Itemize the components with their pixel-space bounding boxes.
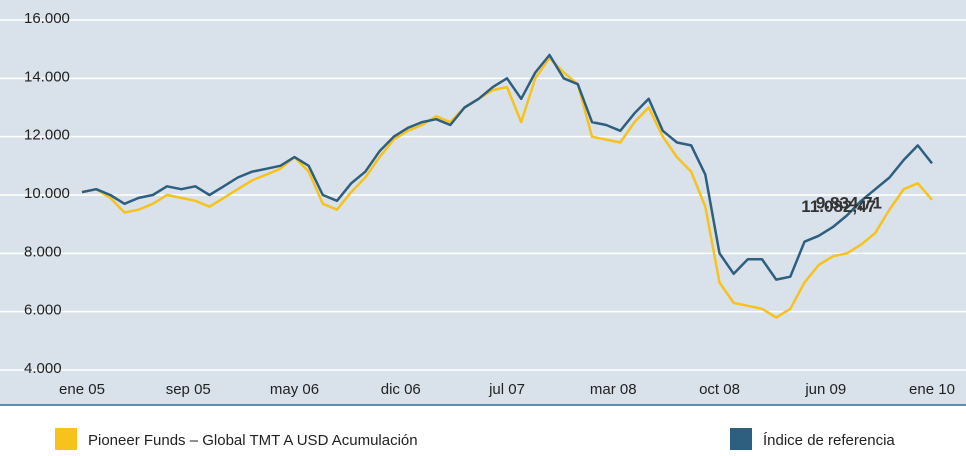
- x-tick-label: jun 09: [804, 381, 846, 398]
- value-label: 9.834,71: [816, 193, 882, 212]
- legend-label: Índice de referencia: [763, 432, 895, 449]
- y-tick-label: 14.000: [24, 68, 70, 85]
- value-label: 11.082,47: [801, 197, 876, 216]
- y-tick-label: 8.000: [24, 243, 62, 260]
- x-tick-label: dic 06: [381, 381, 421, 398]
- plot-background: [0, 0, 966, 405]
- x-tick-label: oct 08: [699, 381, 740, 398]
- legend-swatch: [730, 428, 752, 450]
- x-tick-label: ene 05: [59, 381, 105, 398]
- y-tick-label: 12.000: [24, 127, 70, 144]
- legend-label: Pioneer Funds – Global TMT A USD Acumula…: [88, 432, 418, 449]
- series-line: [81, 56, 933, 319]
- x-tick-label: jul 07: [488, 381, 525, 398]
- y-tick-label: 16.000: [24, 10, 70, 27]
- y-tick-label: 10.000: [24, 185, 70, 202]
- y-tick-label: 4.000: [24, 360, 62, 377]
- x-tick-label: mar 08: [590, 381, 637, 398]
- legend-swatch: [55, 428, 77, 450]
- series-line: [81, 53, 933, 281]
- x-tick-label: ene 10: [909, 381, 955, 398]
- x-tick-label: may 06: [270, 381, 319, 398]
- y-tick-label: 6.000: [24, 302, 62, 319]
- x-tick-label: sep 05: [166, 381, 211, 398]
